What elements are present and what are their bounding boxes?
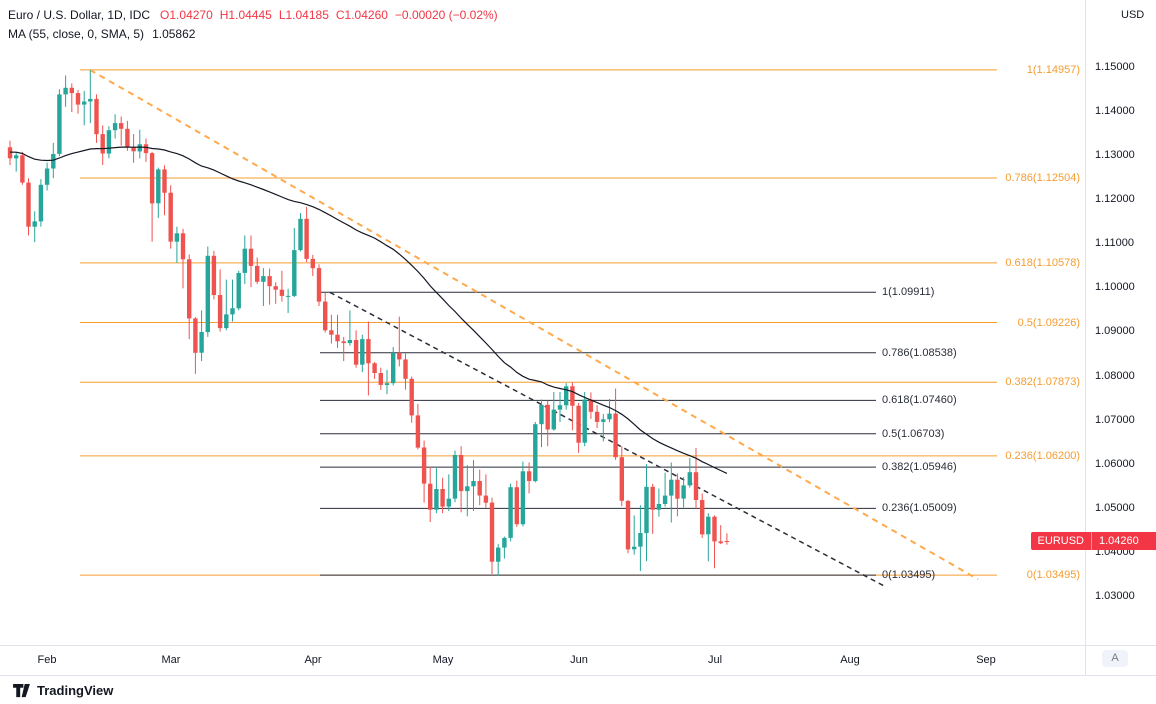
price-axis-label: 1.12000	[1095, 193, 1135, 205]
tradingview-link[interactable]: TradingView	[12, 683, 113, 698]
price-badge-symbol: EURUSD	[1031, 532, 1092, 550]
price-axis-label: 1.06000	[1095, 458, 1135, 470]
price-axis-label: 1.05000	[1095, 502, 1135, 514]
currency-label: USD	[1121, 9, 1145, 21]
ohlc-high: H1.04445	[219, 8, 272, 22]
fib-level-label[interactable]: 0.382(1.07873)	[1005, 376, 1080, 388]
time-axis-label: Aug	[840, 654, 860, 666]
ma-indicator-value: 1.05862	[152, 27, 196, 41]
fib-level-label[interactable]: 1(1.09911)	[882, 286, 935, 298]
axis-corner: A	[1085, 645, 1156, 675]
auto-scale-button[interactable]: A	[1102, 650, 1128, 667]
price-axis-label: 1.08000	[1095, 370, 1135, 382]
price-axis-label: 1.11000	[1095, 237, 1134, 249]
brand-name: TradingView	[37, 682, 114, 698]
fib-level-label[interactable]: 0.786(1.08538)	[882, 347, 957, 359]
price-axis-label: 1.03000	[1095, 590, 1135, 602]
time-axis-label: Sep	[976, 654, 996, 666]
time-axis-label: Jun	[570, 654, 588, 666]
time-axis-label: Jul	[707, 654, 723, 666]
time-axis-label: May	[432, 654, 454, 666]
fib-level-label[interactable]: 0(1.03495)	[1026, 569, 1080, 581]
fib-level-label[interactable]: 0.382(1.05946)	[882, 461, 957, 473]
chart-canvas[interactable]	[0, 0, 1085, 645]
tradingview-logo-icon	[13, 683, 30, 697]
price-axis-label: 1.10000	[1095, 281, 1135, 293]
price-badge-value: 1.04260	[1099, 535, 1139, 547]
ohlc-open: O1.04270	[160, 8, 213, 22]
price-axis-label: 1.14000	[1095, 105, 1135, 117]
fib-level-label[interactable]: 0.236(1.06200)	[1005, 450, 1080, 462]
chart-region: Euro / U.S. Dollar, 1D, IDC O1.04270 H1.…	[0, 0, 1085, 645]
fib-level-label[interactable]: 0.618(1.07460)	[882, 394, 957, 406]
time-axis-label: Mar	[161, 654, 181, 666]
price-axis-label: 1.15000	[1095, 61, 1135, 73]
footer: TradingView	[0, 675, 1156, 704]
ma-line	[9, 146, 728, 474]
time-axis-label: Feb	[37, 654, 57, 666]
fib-level-label[interactable]: 0(1.03495)	[882, 569, 936, 581]
legend: Euro / U.S. Dollar, 1D, IDC O1.04270 H1.…	[8, 6, 505, 44]
fib-level-label[interactable]: 0.786(1.12504)	[1005, 172, 1080, 184]
fib-level-label[interactable]: 0.5(1.09226)	[1017, 317, 1080, 329]
fib-level-label[interactable]: 0.236(1.05009)	[882, 502, 957, 514]
ma-legend-row[interactable]: MA (55, close, 0, SMA, 5) 1.05862	[8, 25, 505, 44]
price-axis-label: 1.07000	[1095, 414, 1135, 426]
price-badge: EURUSD 1.04260	[1030, 532, 1156, 550]
time-axis-label: Apr	[304, 654, 322, 666]
symbol-title[interactable]: Euro / U.S. Dollar, 1D, IDC	[8, 8, 151, 22]
time-axis[interactable]: Feb Mar Apr May Jun Jul Aug Sep	[0, 645, 1085, 675]
symbol-legend-row[interactable]: Euro / U.S. Dollar, 1D, IDC O1.04270 H1.…	[8, 6, 505, 25]
ma-indicator-label[interactable]: MA (55, close, 0, SMA, 5)	[8, 27, 145, 41]
price-axis-label: 1.09000	[1095, 325, 1135, 337]
ohlc-low: L1.04185	[278, 8, 329, 22]
fib-lines-layer	[80, 69, 997, 576]
ohlc-close: C1.04260	[335, 8, 388, 22]
price-axis-label: 1.13000	[1095, 149, 1135, 161]
candles-layer	[7, 70, 730, 576]
fib-level-label[interactable]: 0.618(1.10578)	[1005, 257, 1080, 269]
ohlc-change: −0.00020 (−0.02%)	[394, 8, 498, 22]
fib-level-label[interactable]: 1(1.14957)	[1026, 64, 1080, 76]
trendlines-layer	[89, 69, 979, 587]
fib-level-label[interactable]: 0.5(1.06703)	[882, 428, 945, 440]
